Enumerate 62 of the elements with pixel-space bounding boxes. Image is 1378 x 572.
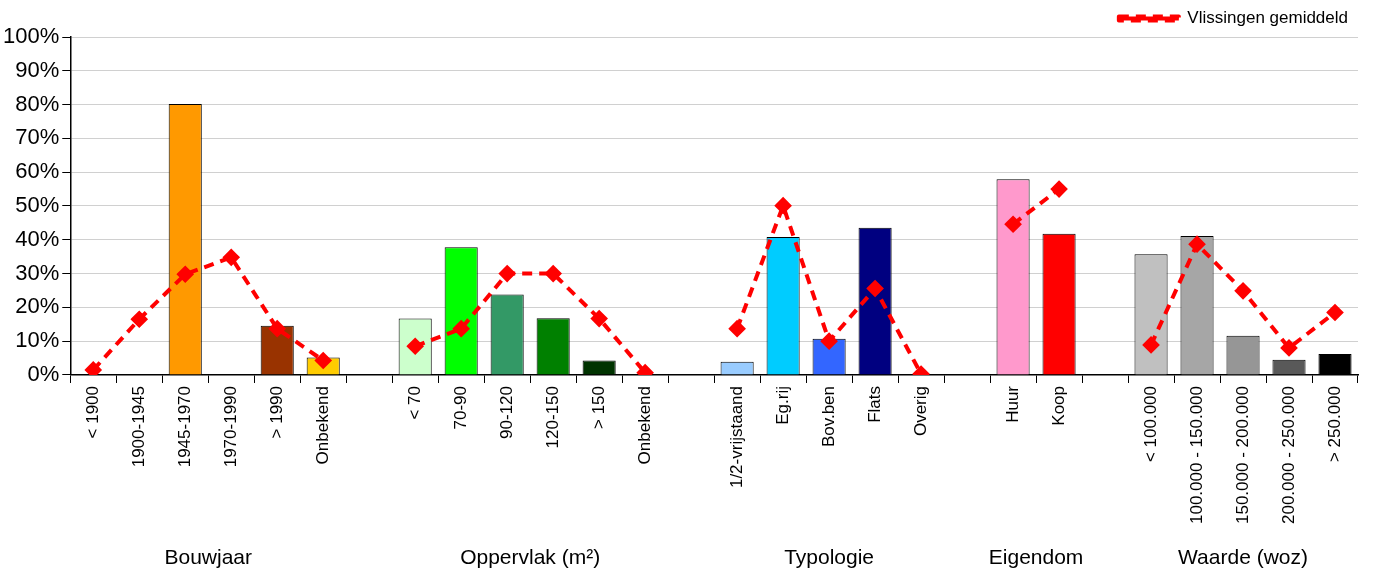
x-tick-label: Onbekend	[312, 385, 332, 465]
point	[453, 320, 470, 337]
x-tick-label: < 1900	[82, 385, 102, 439]
point	[867, 280, 884, 297]
x-tick-label: > 150	[588, 385, 608, 430]
point	[545, 265, 562, 282]
text: Eigendom	[988, 545, 1084, 568]
x-tick-label: 90-120	[496, 385, 516, 439]
y-tick-label: 0%	[27, 361, 60, 387]
point	[1235, 282, 1252, 299]
y-tick-label: 10%	[15, 327, 60, 353]
x-tick-label: Overig	[910, 385, 930, 437]
y-tick-label: 80%	[15, 90, 60, 116]
x-tick-label: 1900-1945	[128, 385, 148, 468]
x-tick-label: Huur	[1002, 385, 1022, 423]
x-tick-label: 1/2-vrijstaand	[726, 385, 746, 489]
point	[85, 361, 102, 375]
point	[269, 320, 286, 337]
x-tick-label: 1970-1990	[220, 385, 240, 468]
point	[131, 311, 148, 328]
x-tick-label: > 250.000	[1324, 385, 1344, 463]
x-tick-label: Flats	[864, 385, 884, 423]
text: Bouwjaar	[164, 545, 253, 568]
x-tick-label: 200.000 - 250.000	[1278, 385, 1298, 525]
x-tick-label: 100.000 - 150.000	[1186, 385, 1206, 525]
point	[1005, 216, 1022, 233]
point	[821, 333, 838, 350]
y-tick-label: 30%	[15, 259, 60, 285]
point	[591, 310, 608, 327]
x-tick-label: 1945-1970	[174, 385, 194, 468]
x-tick-label: Bov.ben	[818, 385, 838, 448]
point	[1051, 181, 1068, 198]
point	[729, 320, 746, 337]
x-tick-label: Koop	[1048, 385, 1068, 426]
x-tick-label: > 1990	[266, 385, 286, 439]
point	[775, 197, 792, 214]
text: Oppervlak (m²)	[460, 545, 601, 568]
y-tick-label: 20%	[15, 293, 60, 319]
x-tick-label: 120-150	[542, 385, 562, 449]
point	[315, 352, 332, 369]
y-tick-label: 70%	[15, 124, 60, 150]
point	[1143, 336, 1160, 353]
y-tick-label: 90%	[15, 56, 60, 82]
y-tick-label: 100%	[2, 23, 60, 49]
point	[177, 266, 194, 283]
point	[1189, 236, 1206, 253]
point	[1281, 339, 1298, 356]
x-tick-label: Onbekend	[634, 385, 654, 465]
y-tick-label: 60%	[15, 158, 60, 184]
x-tick-label: < 100.000	[1140, 385, 1160, 463]
x-tick-label: < 70	[404, 385, 424, 420]
point	[1327, 304, 1344, 321]
y-tick-label: 50%	[15, 192, 60, 218]
y-tick-label: 40%	[15, 225, 60, 251]
legend-label: Vlissingen gemiddeld	[1187, 8, 1348, 28]
x-tick-label: Eg.rij	[772, 385, 792, 425]
x-tick-label: 70-90	[450, 385, 470, 430]
point	[499, 265, 516, 282]
x-tick-label: 150.000 - 200.000	[1232, 385, 1252, 525]
text: Waarde (woz)	[1178, 545, 1308, 568]
text: Typologie	[784, 545, 875, 568]
point	[223, 249, 240, 266]
